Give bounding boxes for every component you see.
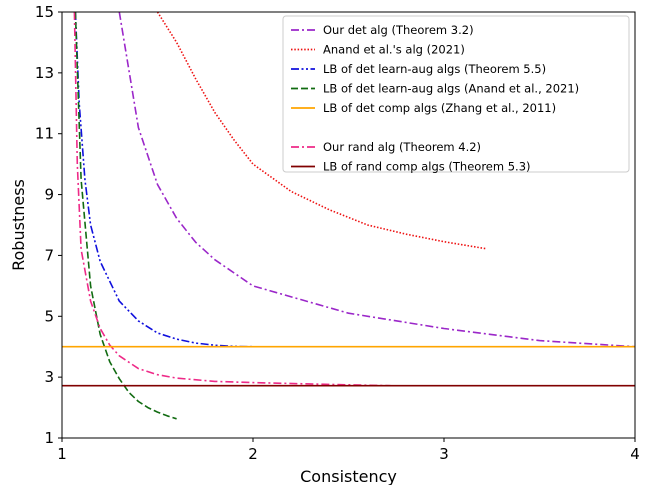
x-tick-label: 1 xyxy=(57,445,67,463)
y-tick-label: 13 xyxy=(35,64,54,82)
series-line-2 xyxy=(156,12,487,250)
y-tick-label: 9 xyxy=(44,186,54,204)
legend-label: Our det alg (Theorem 3.2) xyxy=(323,23,474,37)
y-tick-label: 1 xyxy=(44,429,54,447)
series-line-6 xyxy=(73,12,391,387)
series-lines xyxy=(62,12,635,420)
plot-frame xyxy=(61,11,636,439)
y-tick-label: 5 xyxy=(44,307,54,325)
y-tick-label: 15 xyxy=(35,3,54,21)
legend-label: LB of det learn-aug algs (Theorem 5.5) xyxy=(323,62,546,76)
x-tick-label: 2 xyxy=(248,445,258,463)
legend-label: LB of det comp algs (Zhang et al., 2011) xyxy=(323,101,556,115)
series-line-3 xyxy=(74,12,254,348)
x-axis-label: Consistency xyxy=(300,467,397,485)
y-axis-label: Robustness xyxy=(9,179,28,271)
y-tick-label: 3 xyxy=(44,368,54,386)
legend-box xyxy=(282,15,630,173)
legend-label: LB of rand comp algs (Theorem 5.3) xyxy=(323,160,531,174)
y-tick-label: 7 xyxy=(44,246,54,264)
legend-label: Anand et al.'s alg (2021) xyxy=(323,43,465,57)
x-axis-ticks: 1 2 3 4 xyxy=(57,438,640,463)
y-tick-label: 11 xyxy=(35,125,54,143)
x-tick-label: 3 xyxy=(439,445,449,463)
legend-label: LB of det learn-aug algs (Anand et al., … xyxy=(323,82,579,96)
legend: Our det alg (Theorem 3.2) Anand et al.'s … xyxy=(282,15,630,174)
series-line-4 xyxy=(74,12,177,420)
legend-label: Our rand alg (Theorem 4.2) xyxy=(323,140,481,154)
x-tick-label: 4 xyxy=(630,445,640,463)
series-line-1 xyxy=(118,12,635,348)
